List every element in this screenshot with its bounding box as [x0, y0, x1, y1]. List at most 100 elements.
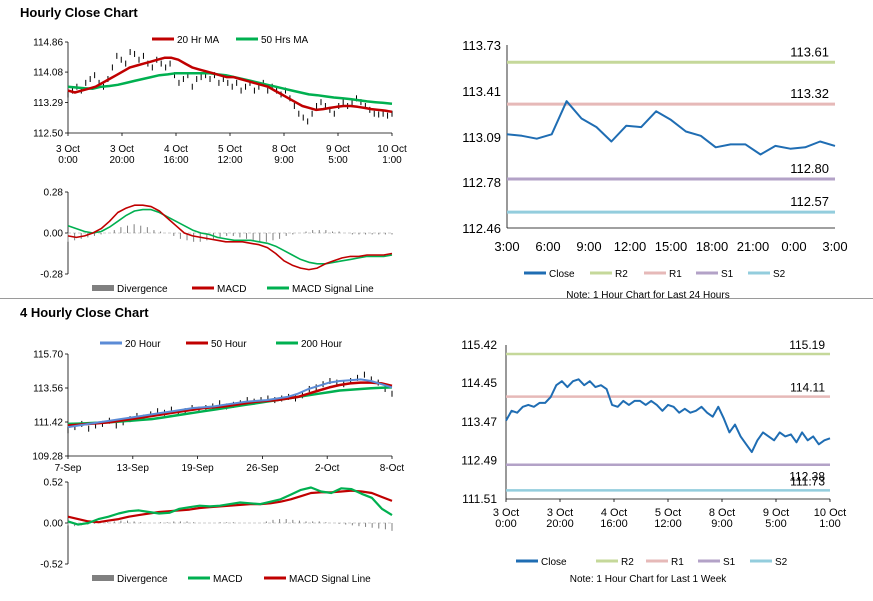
four-hourly-price-y-tick: 115.70: [33, 350, 63, 361]
hourly-24h-level-label: 113.32: [790, 86, 829, 101]
hourly-price-x-tick: 9 Oct 5:00: [326, 144, 350, 166]
four-hourly-price-legend-entry: 200 Hour: [301, 339, 343, 350]
hourly-price-y-tick: 112.50: [33, 129, 63, 140]
four-hourly-macd-legend-swatch: [92, 575, 114, 581]
hourly-24h-y-tick: 112.46: [462, 221, 501, 236]
hourly-24h-level-label: 112.57: [790, 194, 829, 209]
hourly-macd-y-tick: 0.28: [44, 188, 64, 199]
hourly-24h-legend-entry: R2: [615, 269, 628, 280]
hourly-price-x-tick: 3 Oct 20:00: [109, 144, 134, 166]
hourly-price-y-tick: 114.86: [33, 38, 63, 49]
four-hourly-week-x-tick: 8 Oct 9:00: [709, 507, 735, 530]
four-hourly-50h-line: [67, 381, 393, 427]
four-hourly-week-y-tick: 115.42: [461, 338, 497, 352]
four-hourly-price-y-tick: 113.56: [33, 384, 63, 395]
hourly-24h-y-tick: 113.73: [462, 38, 501, 53]
four-hourly-price-y-tick: 109.28: [32, 452, 63, 463]
hourly-price-x-tick: 4 Oct 16:00: [163, 144, 188, 166]
hourly-24h-x-tick: 0:00: [781, 239, 806, 254]
hourly-section-title: Hourly Close Chart: [20, 5, 138, 20]
four-hourly-macd-legend-entry: MACD: [213, 574, 242, 585]
four-hourly-week-y-tick: 111.51: [462, 492, 497, 506]
four-hourly-macd-legend-entry: MACD Signal Line: [289, 574, 371, 585]
four-hourly-macd-y-tick: -0.52: [40, 560, 63, 571]
four-hourly-macd-y-tick: 0.00: [44, 519, 64, 530]
four-hourly-section-title: 4 Hourly Close Chart: [20, 305, 149, 320]
hourly-macd-signal-line: [67, 208, 393, 265]
hourly-24h-x-tick: 12:00: [614, 239, 647, 254]
hourly-24h-level-label: 112.80: [790, 161, 829, 176]
four-hourly-week-close-line: [505, 378, 831, 454]
hourly-24h-level-label: 113.61: [790, 44, 829, 59]
hourly-macd-line: [67, 204, 393, 271]
hourly-price-x-tick: 8 Oct 9:00: [272, 144, 296, 166]
hourly-24h-x-tick: 6:00: [535, 239, 560, 254]
hourly-macd-y-tick: -0.28: [40, 270, 63, 281]
four-hourly-week-legend-entry: S1: [723, 557, 736, 568]
hourly-24h-x-tick: 21:00: [737, 239, 770, 254]
hourly-macd-legend-entry: Divergence: [117, 284, 168, 295]
hourly-20hr-ma-line: [67, 56, 393, 114]
hourly-24h-x-tick: 15:00: [655, 239, 688, 254]
hourly-price-y-tick: 114.08: [33, 68, 63, 79]
four-hourly-week-note: Note: 1 Hour Chart for Last 1 Week: [570, 574, 728, 585]
four-hourly-price-x-tick: 26-Sep: [246, 463, 279, 474]
hourly-price-x-tick: 3 Oct 0:00: [56, 144, 80, 166]
four-hourly-week-x-tick: 4 Oct 16:00: [600, 507, 628, 530]
four-hourly-week-level-label: 112.38: [789, 470, 825, 484]
hourly-price-legend-entry: 50 Hrs MA: [261, 35, 309, 46]
four-hourly-price-x-tick: 8-Oct: [380, 463, 405, 474]
four-hourly-macd-legend-entry: Divergence: [117, 574, 168, 585]
four-hourly-week-y-tick: 112.49: [461, 453, 497, 467]
four-hourly-week-x-tick: 3 Oct 20:00: [546, 507, 574, 530]
hourly-price-legend-entry: 20 Hr MA: [177, 35, 220, 46]
four-hourly-20h-line: [67, 378, 393, 429]
hourly-24h-legend-entry: S2: [773, 269, 786, 280]
four-hourly-week-legend-entry: Close: [541, 557, 567, 568]
section-divider: [0, 298, 873, 299]
four-hourly-week-x-tick: 9 Oct 5:00: [763, 507, 789, 530]
hourly-24h-legend-entry: Close: [549, 269, 575, 280]
hourly-24h-legend-entry: S1: [721, 269, 734, 280]
four-hourly-week-y-tick: 114.45: [461, 376, 497, 390]
four-hourly-price-legend-entry: 50 Hour: [211, 339, 247, 350]
four-hourly-price-x-tick: 2-Oct: [315, 463, 340, 474]
four-hourly-price-x-tick: 7-Sep: [55, 463, 82, 474]
hourly-24h-legend-entry: R1: [669, 269, 682, 280]
four-hourly-week-legend-entry: R2: [621, 557, 634, 568]
hourly-24h-note: Note: 1 Hour Chart for Last 24 Hours: [566, 290, 729, 301]
hourly-price-x-tick: 10 Oct 1:00: [377, 144, 407, 166]
hourly-price-y-tick: 113.29: [33, 98, 63, 109]
hourly-24h-close-line: [506, 100, 836, 156]
hourly-macd-legend-swatch: [92, 285, 114, 291]
four-hourly-week-legend-entry: R1: [671, 557, 684, 568]
four-hourly-price-legend-entry: 20 Hour: [125, 339, 161, 350]
hourly-24h-x-tick: 18:00: [696, 239, 729, 254]
four-hourly-week-level-label: 115.19: [789, 338, 825, 352]
hourly-24h-x-tick: 3:00: [494, 239, 519, 254]
four-hourly-week-level-label: 114.11: [790, 381, 825, 395]
four-hourly-week-legend-entry: S2: [775, 557, 788, 568]
four-hourly-week-level-label: 111.73: [790, 474, 825, 488]
four-hourly-week-x-tick: 10 Oct 1:00: [814, 507, 846, 530]
hourly-macd-legend-entry: MACD: [217, 284, 246, 295]
four-hourly-week-y-tick: 113.47: [461, 415, 497, 429]
four-hourly-macd-y-tick: 0.52: [44, 478, 64, 489]
four-hourly-macd-signal-line: [67, 489, 393, 524]
hourly-price-x-tick: 5 Oct 12:00: [217, 144, 242, 166]
hourly-24h-y-tick: 113.09: [462, 130, 501, 145]
four-hourly-price-x-tick: 13-Sep: [117, 463, 150, 474]
hourly-macd-y-tick: 0.00: [44, 229, 64, 240]
four-hourly-week-x-tick: 5 Oct 12:00: [654, 507, 682, 530]
four-hourly-macd-line: [67, 486, 393, 526]
hourly-24h-y-tick: 113.41: [462, 84, 501, 99]
four-hourly-price-y-tick: 111.42: [34, 418, 64, 429]
hourly-24h-x-tick: 3:00: [822, 239, 847, 254]
hourly-24h-y-tick: 112.78: [462, 175, 501, 190]
